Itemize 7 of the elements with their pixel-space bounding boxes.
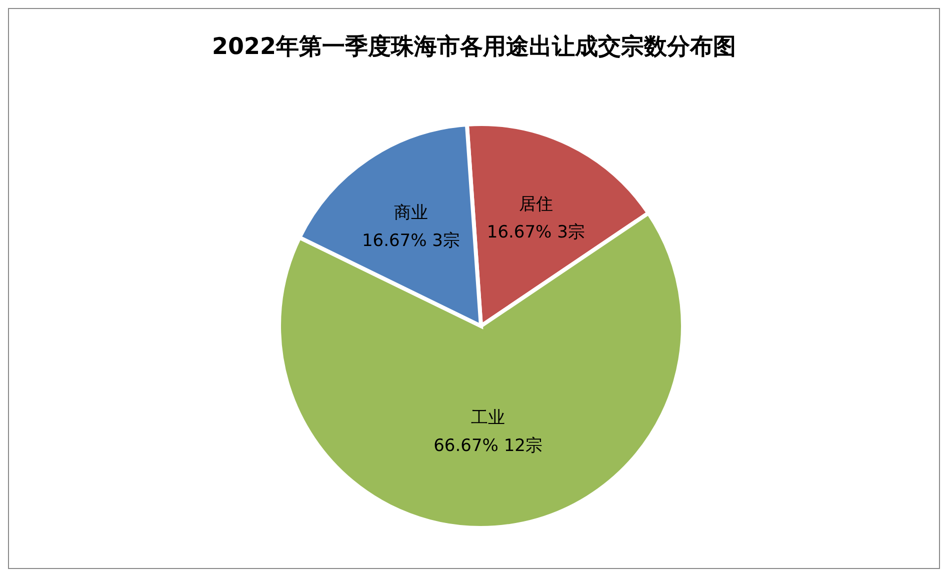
data-label: 66.67% 12宗 [434, 436, 542, 456]
slice-label: 商业 [394, 203, 428, 224]
chart-title: 2022年第一季度珠海市各用途出让成交宗数分布图 [210, 33, 737, 62]
slice-label: 居住 [518, 194, 553, 214]
data-label: 16.67% 3宗 [362, 231, 460, 252]
slice-label: 工业 [471, 408, 506, 428]
data-label: 16.67% 3宗 [486, 222, 585, 242]
